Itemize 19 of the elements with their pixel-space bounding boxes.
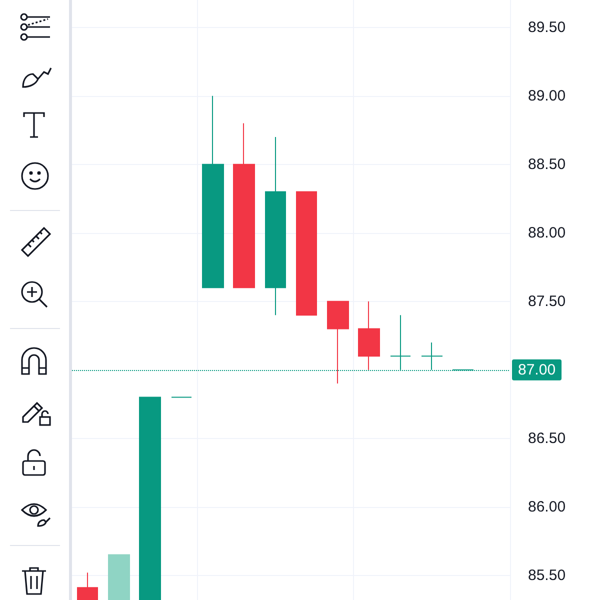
candlestick: [202, 95, 224, 288]
y-tick-label: 86.50: [528, 430, 566, 447]
y-tick-label: 88.50: [528, 156, 566, 173]
candlestick: [358, 300, 380, 370]
candlestick: [139, 396, 161, 600]
candlestick: [296, 191, 317, 316]
y-tick-label: 89.00: [528, 87, 566, 104]
candlestick: [108, 554, 130, 600]
y-tick-label: 89.50: [528, 18, 566, 36]
y-tick-label: 87.50: [528, 292, 566, 310]
y-tick-label: 88.00: [528, 224, 566, 242]
y-tick-label: 85.50: [528, 566, 566, 584]
candlestick: [77, 572, 98, 600]
candlestick: [265, 136, 286, 316]
ref-line-label: 87.00: [518, 361, 556, 378]
candlestick: [327, 300, 349, 384]
candlestick: [233, 122, 255, 288]
candlestick: [421, 342, 443, 370]
y-tick-label: 86.00: [528, 498, 566, 516]
